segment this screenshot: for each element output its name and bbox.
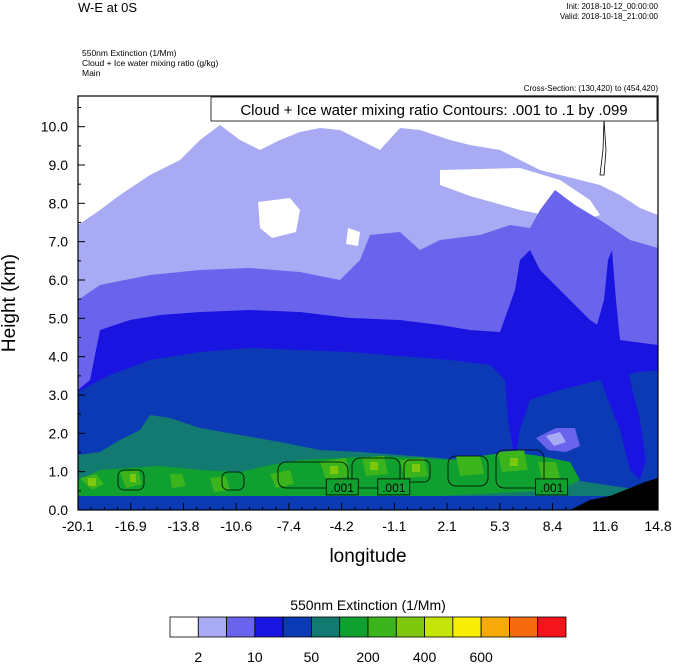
field-right-plume: [590, 250, 646, 480]
colorbar-label: 10: [247, 649, 263, 665]
y-tick-label: 2.0: [49, 425, 69, 441]
colorbar-label: 2: [194, 649, 202, 665]
field-extinction: 550nm Extinction (1/Mm): [82, 48, 177, 58]
x-tick-label: 11.6: [592, 518, 618, 534]
x-tick-label: -13.8: [167, 518, 199, 534]
colorbar-swatch: [311, 616, 341, 638]
colorbar-swatch: [254, 616, 284, 638]
contour-label-box: [377, 478, 411, 496]
x-tick-label: 14.8: [644, 518, 671, 534]
contour-label-box: [535, 478, 569, 496]
field-surface-band: [78, 496, 658, 510]
mixing-ratio-contours: [117, 449, 545, 491]
x-tick-label: -10.6: [220, 518, 252, 534]
contour-box-5: [403, 459, 431, 483]
contour-box-2: [351, 457, 401, 489]
colorbar-swatch: [282, 616, 312, 638]
colorbar-label: 200: [356, 649, 380, 665]
plot-title: W-E at 0S: [78, 0, 138, 15]
y-tick-label: 8.0: [49, 195, 69, 211]
x-tick-label: -7.4: [277, 518, 301, 534]
colorbar-swatch: [537, 616, 567, 638]
y-tick-label: 3.0: [49, 387, 69, 403]
colorbar-swatch: [367, 616, 397, 638]
field-right-light-core: [546, 432, 566, 446]
field-mixing-ratio: Cloud + Ice water mixing ratio (g/kg): [82, 58, 219, 68]
x-tick-label: 5.3: [490, 518, 510, 534]
field-main: Main: [82, 68, 101, 78]
colorbar-swatch: [509, 616, 539, 638]
y-tick-label: 0.0: [49, 502, 69, 518]
field-lightgreen-low: [80, 450, 560, 492]
contour-label: .001: [382, 481, 406, 495]
y-tick-label: 4.0: [49, 349, 69, 365]
colorbar-swatch: [452, 616, 482, 638]
x-tick-label: 8.4: [543, 518, 563, 534]
x-tick-label: -16.9: [115, 518, 147, 534]
colorbar-swatch: [197, 616, 227, 638]
contour-label: .001: [540, 481, 564, 495]
x-axis: -20.1 -16.9 -13.8 -10.6 -7.4 -4.2 -1.1 2.1 5.3 8.…: [62, 503, 672, 534]
field-white-blob-3: [346, 228, 360, 246]
colorbar-swatch: [395, 616, 425, 638]
colorbar-swatch: [226, 616, 256, 638]
contour-label: .001: [331, 481, 355, 495]
y-tick-label: 7.0: [49, 234, 69, 250]
contour-top-right: [599, 119, 607, 176]
contour-box-4: [495, 449, 545, 489]
y-axis: 0.0 1.0 2.0 3.0 4.0 5.0 6.0 7.0 8.0 9.0 10.0: [41, 107, 85, 518]
colorbar-swatch: [169, 616, 199, 638]
field-light-left: [78, 220, 140, 282]
colorbar-swatch: [480, 616, 510, 638]
x-axis-title: longitude: [329, 546, 406, 567]
colorbar-title: 550nm Extinction (1/Mm): [290, 597, 446, 613]
contour-title-box-bg: [210, 96, 658, 122]
y-tick-label: 5.0: [49, 310, 69, 326]
terrain: [570, 478, 658, 510]
y-tick-label: 6.0: [49, 272, 69, 288]
contour-title: Cloud + Ice water mixing ratio Contours:…: [240, 102, 627, 119]
x-tick-label: -4.2: [330, 518, 354, 534]
y-axis-title: Height (km): [0, 254, 20, 352]
field-white-upper: [78, 96, 658, 225]
x-tick-label: -20.1: [62, 518, 94, 534]
extinction-field: [78, 96, 658, 510]
valid-time: Valid: 2018-10-18_21:00:00: [559, 12, 658, 21]
colorbar-swatch: [424, 616, 454, 638]
contour-box-1: [277, 461, 349, 489]
x-tick-label: -1.1: [382, 518, 406, 534]
colorbar-label: 50: [304, 649, 320, 665]
y-tick-label: 1.0: [49, 464, 69, 480]
init-time: Init: 2018-10-12_00:00:00: [566, 2, 658, 11]
contour-box-7: [221, 471, 245, 491]
contour-label-box: [325, 478, 359, 496]
y-tick-label: 9.0: [49, 157, 69, 173]
y-tick-label: 10.0: [41, 119, 68, 135]
colorbar-swatch: [339, 616, 369, 638]
field-info: 550nm Extinction (1/Mm) Cloud + Ice wate…: [82, 48, 218, 78]
colorbar-label: 400: [413, 649, 437, 665]
field-white-blob-1: [258, 198, 300, 238]
time-info: Init: 2018-10-12_00:00:00 Valid: 2018-10…: [560, 2, 658, 22]
cross-section-label: Cross-Section: (130,420) to (454,420): [523, 84, 658, 93]
colorbar: 550nm Extinction (1/Mm) 2 10 50 200 400 600: [169, 597, 567, 665]
contour-title-box: Cloud + Ice water mixing ratio Contours:…: [210, 96, 658, 122]
x-tick-label: 2.1: [437, 518, 457, 534]
colorbar-label: 600: [469, 649, 493, 665]
contour-labels: .001 .001 .001: [325, 478, 569, 496]
contour-box-6: [117, 469, 145, 491]
contour-box-3: [447, 455, 489, 487]
